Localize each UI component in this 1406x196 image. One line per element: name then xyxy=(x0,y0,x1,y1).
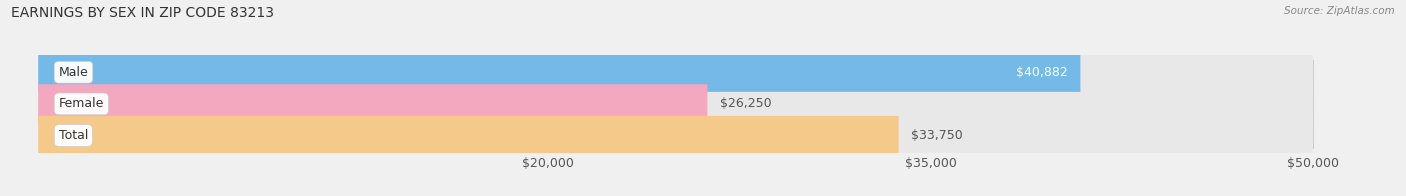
FancyBboxPatch shape xyxy=(38,84,707,123)
Text: $40,882: $40,882 xyxy=(1017,66,1067,79)
Text: $26,250: $26,250 xyxy=(720,97,772,110)
FancyBboxPatch shape xyxy=(38,53,1313,92)
FancyBboxPatch shape xyxy=(38,84,1313,123)
Text: $33,750: $33,750 xyxy=(911,129,963,142)
Text: Male: Male xyxy=(59,66,89,79)
FancyBboxPatch shape xyxy=(38,53,1080,92)
FancyBboxPatch shape xyxy=(38,116,1313,155)
Text: EARNINGS BY SEX IN ZIP CODE 83213: EARNINGS BY SEX IN ZIP CODE 83213 xyxy=(11,6,274,20)
FancyBboxPatch shape xyxy=(38,116,898,155)
Text: Total: Total xyxy=(59,129,89,142)
Text: Source: ZipAtlas.com: Source: ZipAtlas.com xyxy=(1284,6,1395,16)
Text: Female: Female xyxy=(59,97,104,110)
